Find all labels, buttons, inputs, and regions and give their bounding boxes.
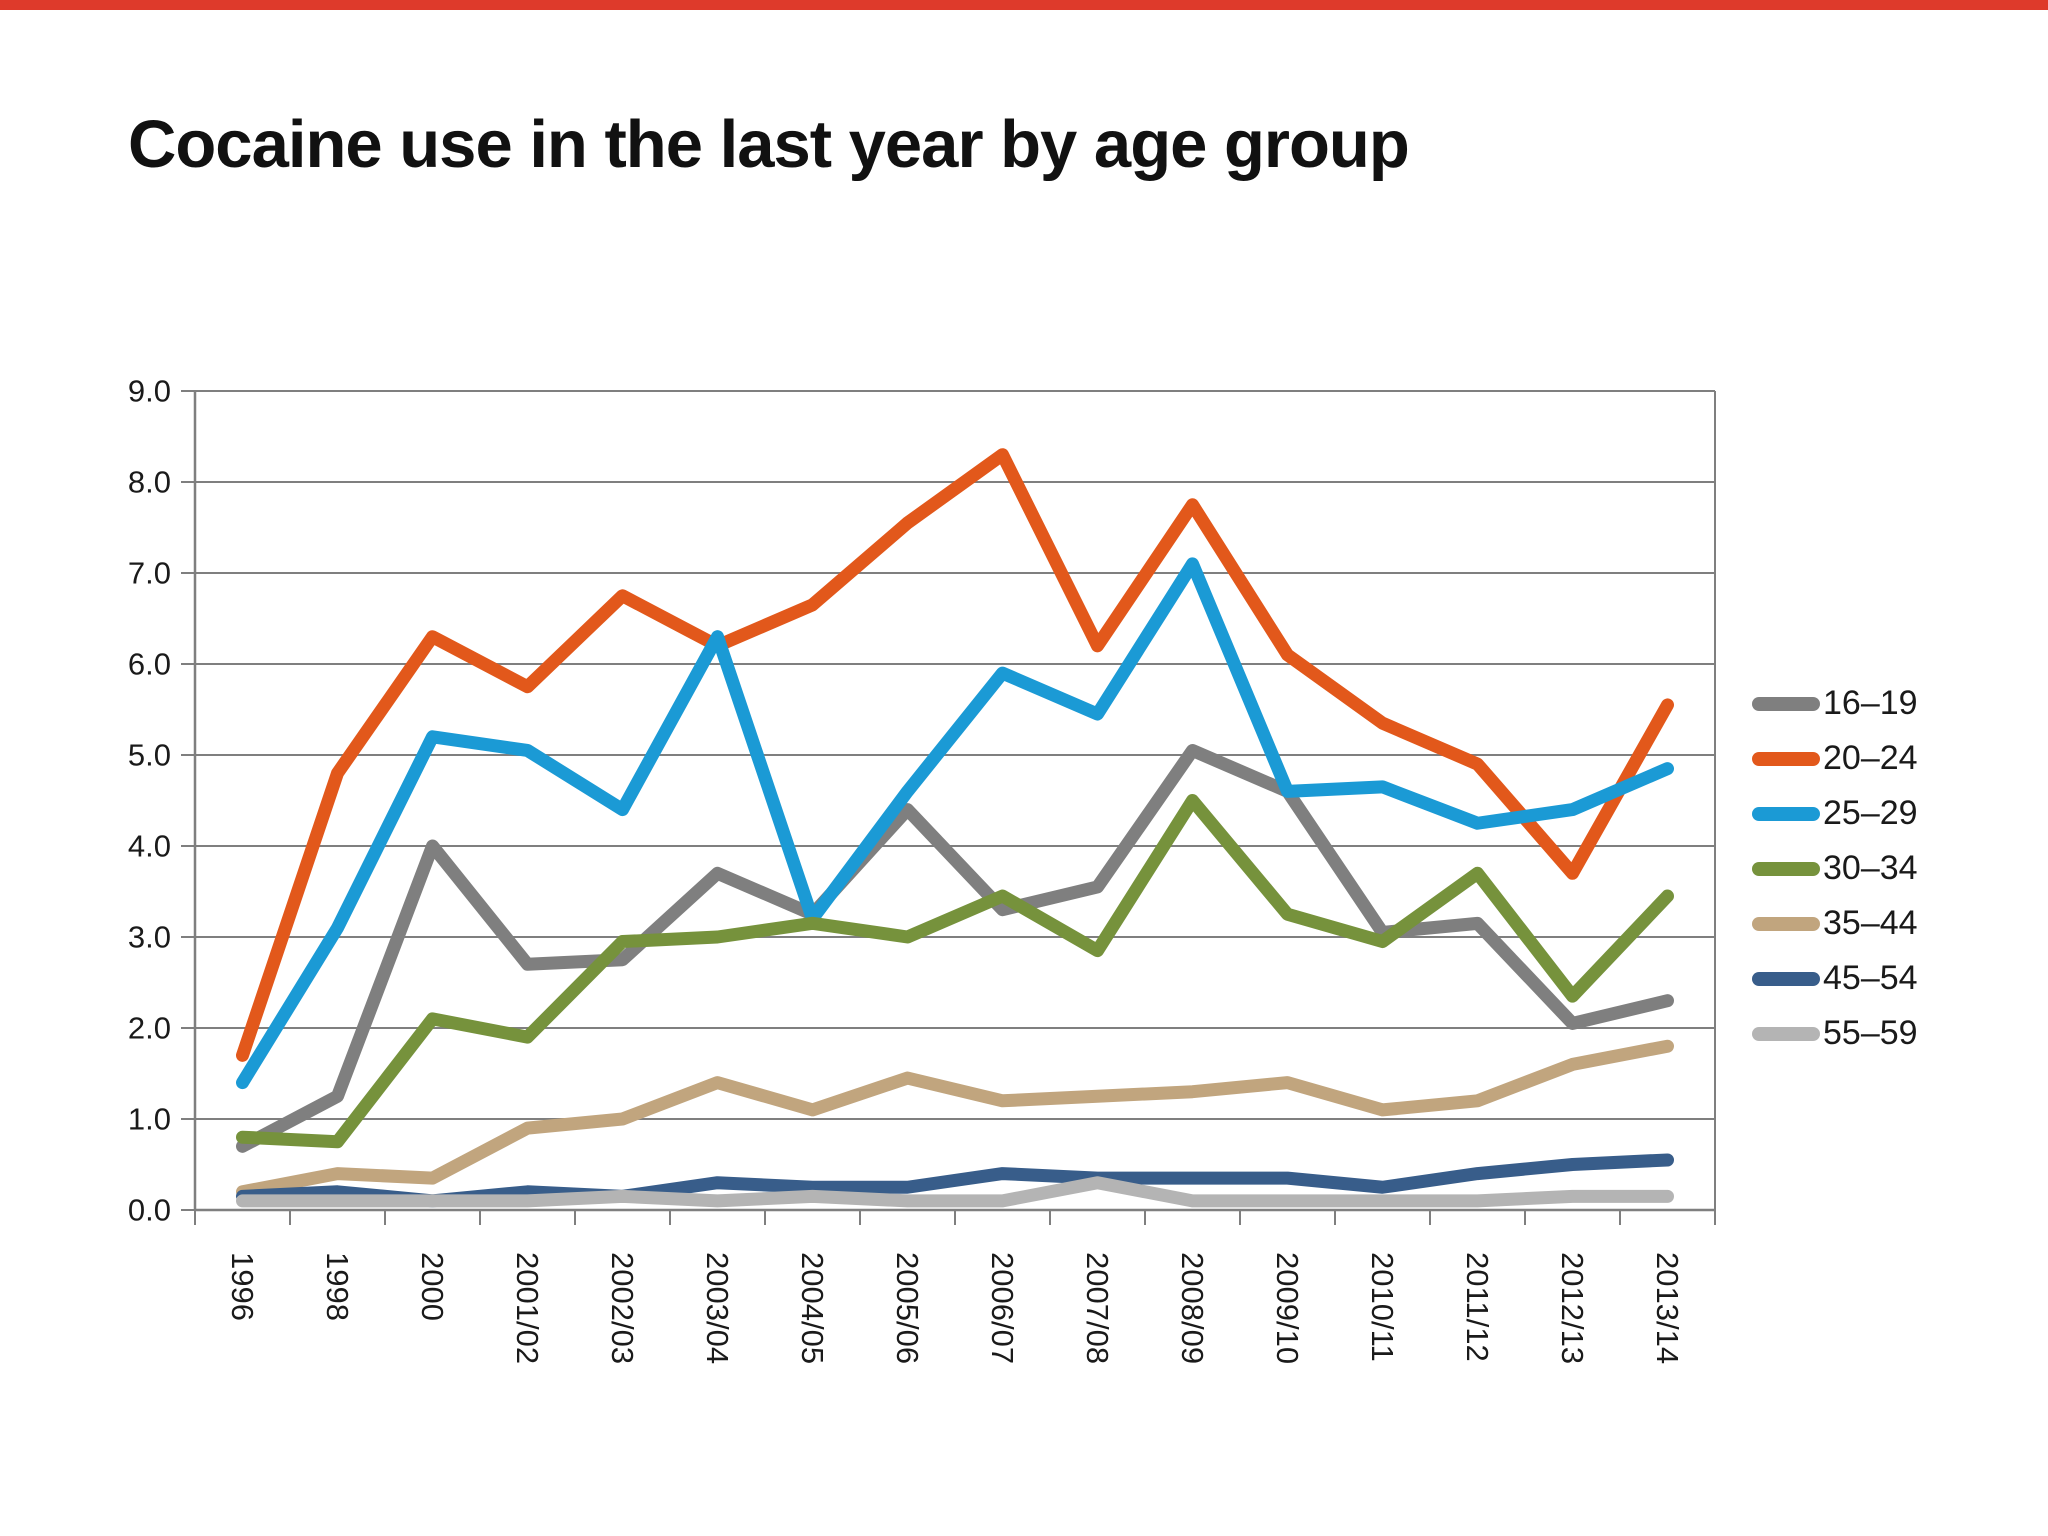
- chart-title: Cocaine use in the last year by age grou…: [128, 106, 1410, 182]
- legend-label: 55–59: [1823, 1014, 1918, 1052]
- series-line-25-29: [236, 557, 1674, 1090]
- chart-legend: 16–19 20–24 25–29 30–34 35–44 45–54 55–59: [1752, 676, 1918, 1061]
- legend-item: 55–59: [1752, 1006, 1918, 1061]
- legend-swatch-icon: [1752, 971, 1820, 986]
- x-axis-label: 2003/04: [700, 1252, 735, 1364]
- x-axis-label: 2012/13: [1555, 1252, 1590, 1364]
- x-axis-label: 2006/07: [985, 1252, 1020, 1364]
- y-axis-label: 9.0: [128, 374, 171, 409]
- legend-item: 30–34: [1752, 841, 1918, 896]
- y-axis-label: 3.0: [128, 920, 171, 955]
- y-axis-label: 1.0: [128, 1102, 171, 1137]
- x-axis-label: 2004/05: [795, 1252, 830, 1364]
- x-axis-label: 1996: [225, 1252, 260, 1321]
- legend-swatch-icon: [1752, 696, 1820, 711]
- legend-label: 25–29: [1823, 794, 1918, 832]
- legend-label: 45–54: [1823, 959, 1918, 997]
- x-axis-label: 1998: [320, 1252, 355, 1321]
- legend-label: 35–44: [1823, 904, 1918, 942]
- x-axis-label: 2009/10: [1270, 1252, 1305, 1364]
- y-axis-label: 6.0: [128, 647, 171, 682]
- x-axis-label: 2005/06: [890, 1252, 925, 1364]
- series-line-55-59: [236, 1176, 1674, 1208]
- legend-label: 20–24: [1823, 739, 1918, 777]
- x-axis-label: 2007/08: [1080, 1252, 1115, 1364]
- x-axis-label: 2013/14: [1650, 1252, 1685, 1364]
- series-line-16-19: [236, 743, 1674, 1153]
- y-axis-label: 4.0: [128, 829, 171, 864]
- y-axis-label: 5.0: [128, 738, 171, 773]
- top-accent-bar: [0, 0, 2048, 10]
- series-line-20-24: [236, 448, 1674, 1062]
- x-axis-label: 2002/03: [605, 1252, 640, 1364]
- y-axis-label: 7.0: [128, 556, 171, 591]
- legend-swatch-icon: [1752, 916, 1820, 931]
- legend-label: 16–19: [1823, 684, 1918, 722]
- legend-swatch-icon: [1752, 751, 1820, 766]
- legend-swatch-icon: [1752, 1026, 1820, 1041]
- x-axis-label: 2001/02: [510, 1252, 545, 1364]
- x-axis-label: 2008/09: [1175, 1252, 1210, 1364]
- series-line-35-44: [236, 1039, 1674, 1199]
- legend-item: 25–29: [1752, 786, 1918, 841]
- legend-item: 35–44: [1752, 896, 1918, 951]
- y-axis-label: 0.0: [128, 1193, 171, 1228]
- x-axis-label: 2010/11: [1365, 1252, 1400, 1362]
- legend-item: 45–54: [1752, 951, 1918, 1006]
- legend-swatch-icon: [1752, 806, 1820, 821]
- x-axis-label: 2011/12: [1460, 1252, 1495, 1362]
- legend-item: 20–24: [1752, 731, 1918, 786]
- y-axis-label: 8.0: [128, 465, 171, 500]
- x-axis-label: 2000: [415, 1252, 450, 1321]
- y-axis-label: 2.0: [128, 1011, 171, 1046]
- legend-item: 16–19: [1752, 676, 1918, 731]
- legend-swatch-icon: [1752, 861, 1820, 876]
- legend-label: 30–34: [1823, 849, 1918, 887]
- series-line-30-34: [236, 794, 1674, 1149]
